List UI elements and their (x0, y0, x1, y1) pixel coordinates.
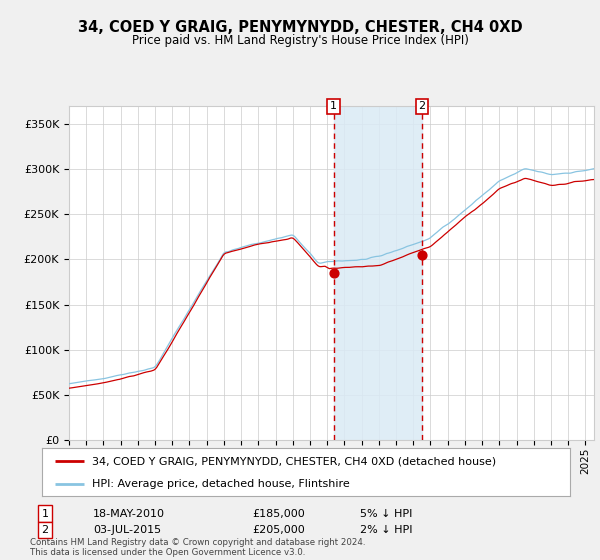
Text: 18-MAY-2010: 18-MAY-2010 (93, 508, 165, 519)
Text: 34, COED Y GRAIG, PENYMYNYDD, CHESTER, CH4 0XD: 34, COED Y GRAIG, PENYMYNYDD, CHESTER, C… (77, 20, 523, 35)
Text: £205,000: £205,000 (252, 525, 305, 535)
Text: 2: 2 (41, 525, 49, 535)
Text: 2: 2 (418, 101, 425, 111)
Text: 5% ↓ HPI: 5% ↓ HPI (360, 508, 412, 519)
Text: Price paid vs. HM Land Registry's House Price Index (HPI): Price paid vs. HM Land Registry's House … (131, 34, 469, 46)
Bar (334, 106, 422, 440)
Text: £185,000: £185,000 (252, 508, 305, 519)
Text: HPI: Average price, detached house, Flintshire: HPI: Average price, detached house, Flin… (92, 479, 350, 489)
Text: 1: 1 (41, 508, 49, 519)
Text: Contains HM Land Registry data © Crown copyright and database right 2024.
This d: Contains HM Land Registry data © Crown c… (30, 538, 365, 557)
Text: 2% ↓ HPI: 2% ↓ HPI (360, 525, 413, 535)
Point (417, 250, 427, 259)
Point (329, 269, 338, 278)
Text: 34, COED Y GRAIG, PENYMYNYDD, CHESTER, CH4 0XD (detached house): 34, COED Y GRAIG, PENYMYNYDD, CHESTER, C… (92, 456, 496, 466)
Text: 1: 1 (330, 101, 337, 111)
Text: 03-JUL-2015: 03-JUL-2015 (93, 525, 161, 535)
